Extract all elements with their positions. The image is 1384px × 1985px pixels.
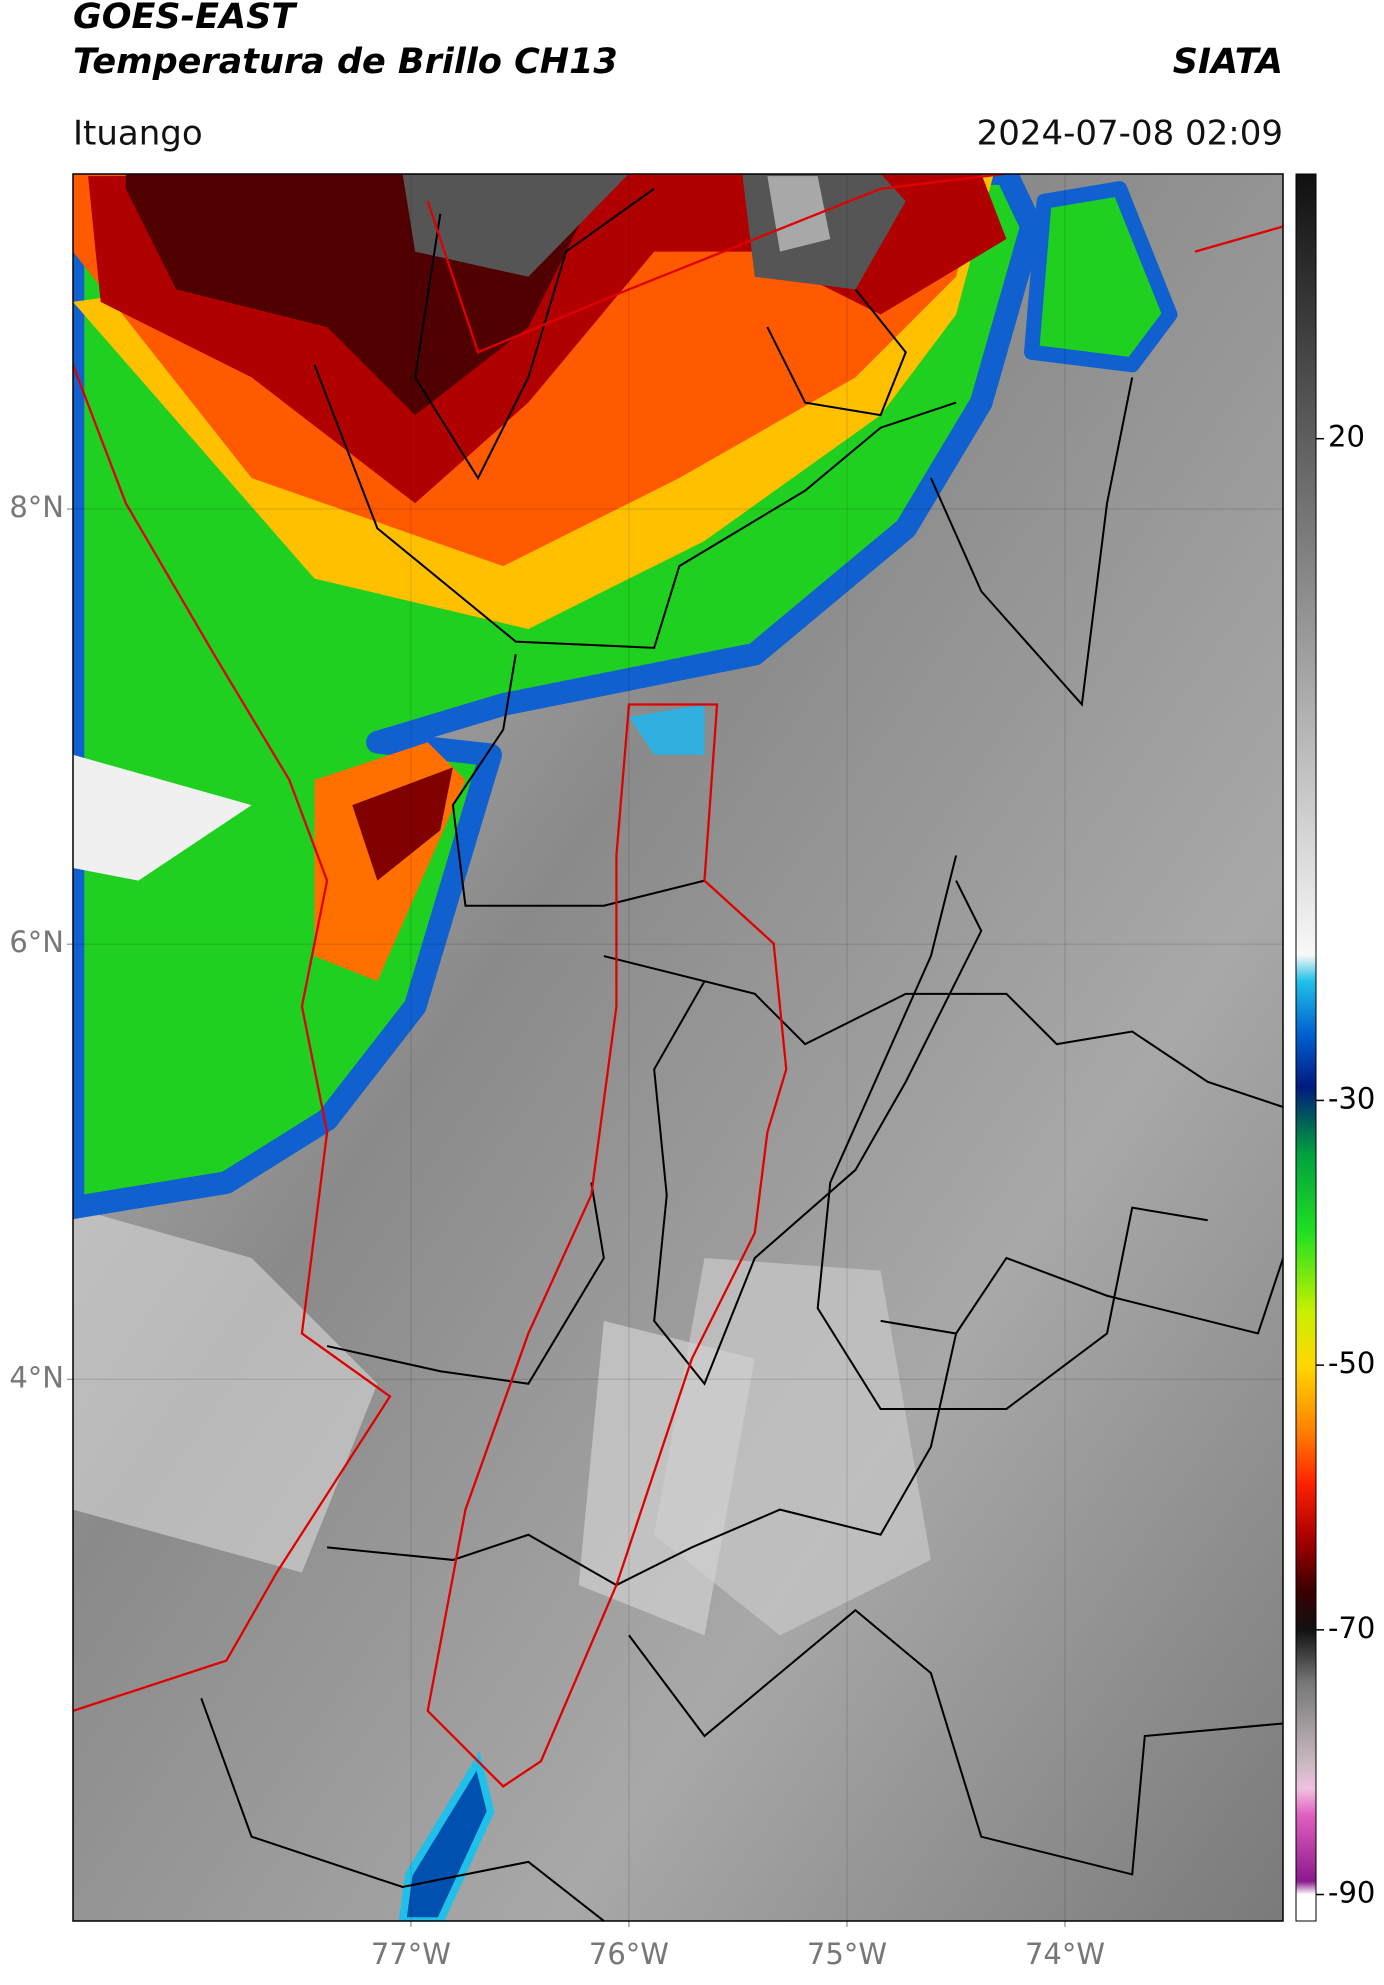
lon-tick-label: 76°W — [589, 1937, 669, 1971]
lat-tick-label: 6°N — [9, 925, 64, 959]
lon-tick-label: 74°W — [1025, 1937, 1105, 1971]
datetime: 2024-07-08 02:09 — [977, 114, 1283, 154]
title-line1: GOES-EAST — [73, 0, 298, 37]
lon-tick-label: 77°W — [371, 1937, 451, 1971]
lat-tick-label: 4°N — [9, 1360, 64, 1394]
lon-tick-label: 75°W — [807, 1937, 887, 1971]
colorbar-tick-label: 20 — [1328, 420, 1365, 454]
colorbar — [1295, 173, 1317, 1922]
location: Ituango — [73, 114, 203, 154]
agency: SIATA — [1173, 42, 1283, 82]
lat-tick-label: 8°N — [9, 490, 64, 524]
satellite-image — [73, 174, 1283, 1921]
graticule: 77°W 76°W 75°W 74°W 8°N 6°N 4°N — [9, 174, 1283, 1971]
colorbar-tick-label: -70 — [1328, 1611, 1375, 1645]
map-frame — [72, 173, 1284, 1922]
title-line2: Temperatura de Brillo CH13 — [73, 42, 618, 82]
colorbar-tick-label: -50 — [1328, 1346, 1375, 1380]
colorbar-tick-label: -90 — [1328, 1876, 1375, 1910]
colorbar-tick-label: -30 — [1328, 1081, 1375, 1115]
